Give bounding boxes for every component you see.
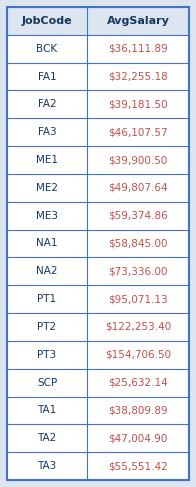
Text: NA2: NA2 xyxy=(36,266,58,276)
Bar xyxy=(7,146,189,174)
Text: $154,706.50: $154,706.50 xyxy=(105,350,171,360)
Text: $58,845.00: $58,845.00 xyxy=(108,239,168,248)
Bar xyxy=(7,285,189,313)
Bar xyxy=(7,229,189,258)
Text: FA3: FA3 xyxy=(38,127,56,137)
Text: TA1: TA1 xyxy=(37,406,57,415)
Text: $46,107.57: $46,107.57 xyxy=(108,127,168,137)
Bar xyxy=(7,35,189,63)
Bar xyxy=(7,91,189,118)
Text: $36,111.89: $36,111.89 xyxy=(108,44,168,54)
Text: $32,255.18: $32,255.18 xyxy=(108,72,168,81)
Bar xyxy=(7,63,189,91)
Bar xyxy=(7,452,189,480)
Text: $39,181.50: $39,181.50 xyxy=(108,99,168,110)
Text: $73,336.00: $73,336.00 xyxy=(108,266,168,276)
Text: $38,809.89: $38,809.89 xyxy=(108,406,168,415)
Bar xyxy=(7,7,189,35)
Text: AvgSalary: AvgSalary xyxy=(107,16,170,26)
Bar xyxy=(7,202,189,229)
Bar xyxy=(7,424,189,452)
Text: PT3: PT3 xyxy=(37,350,57,360)
Bar xyxy=(7,341,189,369)
Text: TA2: TA2 xyxy=(37,433,57,443)
Bar xyxy=(7,369,189,396)
Text: BCK: BCK xyxy=(36,44,58,54)
Bar xyxy=(7,313,189,341)
Bar xyxy=(7,396,189,424)
Bar xyxy=(7,174,189,202)
Text: ME2: ME2 xyxy=(36,183,58,193)
Text: $39,900.50: $39,900.50 xyxy=(108,155,168,165)
Text: ME3: ME3 xyxy=(36,211,58,221)
Text: $55,551.42: $55,551.42 xyxy=(108,461,168,471)
Text: PT2: PT2 xyxy=(37,322,57,332)
Bar xyxy=(7,258,189,285)
Text: $25,632.14: $25,632.14 xyxy=(108,377,168,388)
Text: SCP: SCP xyxy=(37,377,57,388)
Text: FA2: FA2 xyxy=(38,99,56,110)
Text: ME1: ME1 xyxy=(36,155,58,165)
Text: PT1: PT1 xyxy=(37,294,57,304)
Text: $49,807.64: $49,807.64 xyxy=(108,183,168,193)
Text: $95,071.13: $95,071.13 xyxy=(108,294,168,304)
Text: TA3: TA3 xyxy=(37,461,57,471)
Text: FA1: FA1 xyxy=(38,72,56,81)
Text: $122,253.40: $122,253.40 xyxy=(105,322,171,332)
Bar xyxy=(7,118,189,146)
Text: JobCode: JobCode xyxy=(22,16,72,26)
Text: $59,374.86: $59,374.86 xyxy=(108,211,168,221)
Text: NA1: NA1 xyxy=(36,239,58,248)
Text: $47,004.90: $47,004.90 xyxy=(108,433,168,443)
